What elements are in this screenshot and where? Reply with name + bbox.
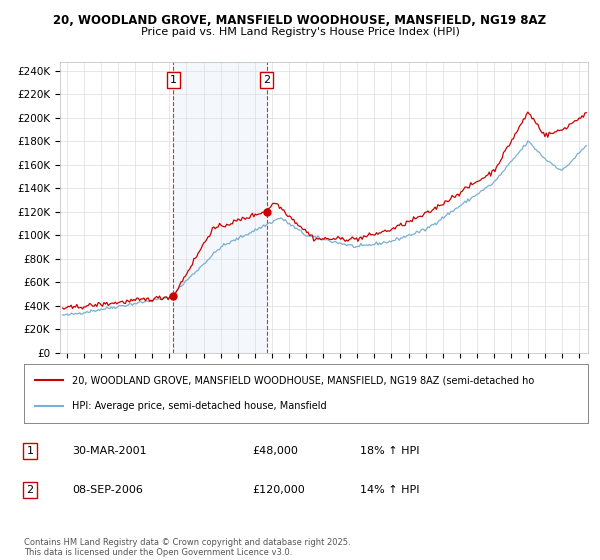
- Text: Price paid vs. HM Land Registry's House Price Index (HPI): Price paid vs. HM Land Registry's House …: [140, 27, 460, 37]
- Text: Contains HM Land Registry data © Crown copyright and database right 2025.
This d: Contains HM Land Registry data © Crown c…: [24, 538, 350, 557]
- Text: £120,000: £120,000: [252, 485, 305, 495]
- Text: 08-SEP-2006: 08-SEP-2006: [72, 485, 143, 495]
- Text: 18% ↑ HPI: 18% ↑ HPI: [360, 446, 419, 456]
- Text: £48,000: £48,000: [252, 446, 298, 456]
- Text: 1: 1: [26, 446, 34, 456]
- Text: 2: 2: [26, 485, 34, 495]
- Text: HPI: Average price, semi-detached house, Mansfield: HPI: Average price, semi-detached house,…: [72, 402, 326, 412]
- Text: 20, WOODLAND GROVE, MANSFIELD WOODHOUSE, MANSFIELD, NG19 8AZ: 20, WOODLAND GROVE, MANSFIELD WOODHOUSE,…: [53, 14, 547, 27]
- Text: 1: 1: [170, 76, 176, 85]
- Text: 20, WOODLAND GROVE, MANSFIELD WOODHOUSE, MANSFIELD, NG19 8AZ (semi-detached ho: 20, WOODLAND GROVE, MANSFIELD WOODHOUSE,…: [72, 375, 534, 385]
- Text: 14% ↑ HPI: 14% ↑ HPI: [360, 485, 419, 495]
- Text: 30-MAR-2001: 30-MAR-2001: [72, 446, 146, 456]
- Bar: [173, 62, 266, 353]
- Text: 2: 2: [263, 76, 270, 85]
